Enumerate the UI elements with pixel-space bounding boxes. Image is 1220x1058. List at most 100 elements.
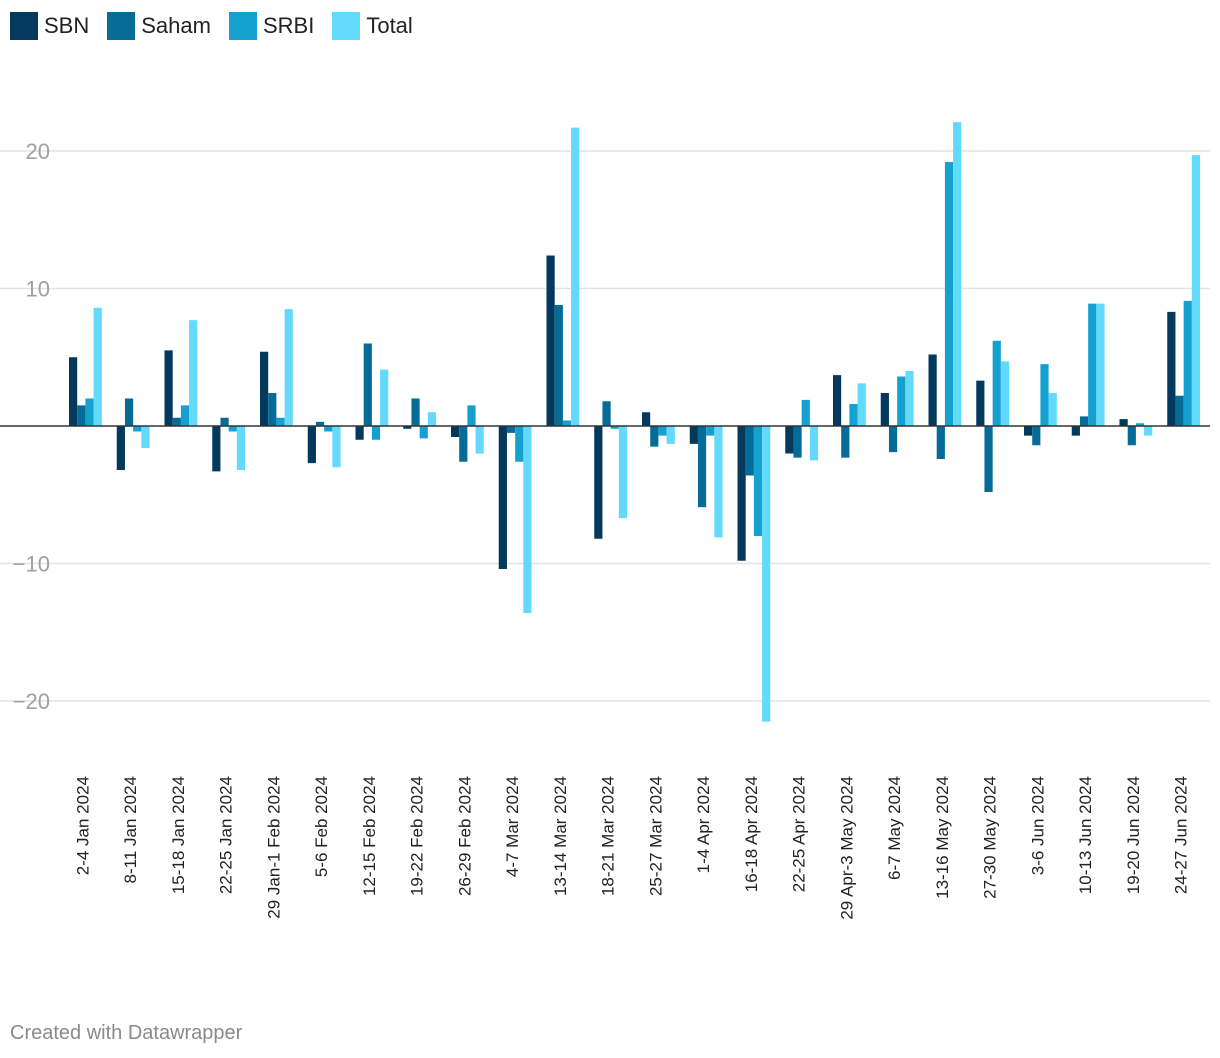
bar-total-0 bbox=[93, 307, 102, 426]
bar-total-19 bbox=[1000, 361, 1010, 427]
bar-srbi-0 bbox=[85, 398, 94, 426]
bar-sbn-17 bbox=[880, 393, 889, 426]
bar-total-17 bbox=[905, 371, 914, 426]
bar-sbn-18 bbox=[928, 354, 937, 426]
bar-sbn-21 bbox=[1071, 426, 1080, 436]
bar-sbn-22 bbox=[1119, 419, 1128, 427]
legend-item-srbi: SRBI bbox=[228, 12, 315, 40]
bar-srbi-10 bbox=[562, 420, 572, 426]
bar-saham-21 bbox=[1079, 416, 1089, 427]
bar-srbi-12 bbox=[658, 426, 667, 436]
bar-saham-6 bbox=[363, 343, 372, 426]
bar-saham-3 bbox=[220, 417, 229, 426]
x-tick-label: 13-14 Mar 2024 bbox=[551, 776, 570, 896]
x-tick-label: 27-30 May 2024 bbox=[981, 776, 1000, 899]
bar-srbi-23 bbox=[1183, 300, 1192, 427]
x-tick-label: 3-6 Jun 2024 bbox=[1028, 776, 1047, 875]
x-tick-label: 2-4 Jan 2024 bbox=[73, 776, 92, 875]
x-tick-label: 10-13 Jun 2024 bbox=[1076, 776, 1095, 894]
x-tick-label: 19-20 Jun 2024 bbox=[1124, 776, 1143, 894]
x-tick-label: 22-25 Jan 2024 bbox=[217, 776, 236, 894]
bar-sbn-1 bbox=[116, 426, 125, 470]
bar-saham-9 bbox=[506, 426, 516, 433]
bar-saham-10 bbox=[554, 305, 563, 426]
bar-total-4 bbox=[284, 309, 293, 427]
legend: SBN Saham SRBI Total bbox=[10, 12, 431, 40]
x-tick-label: 18-21 Mar 2024 bbox=[599, 776, 618, 896]
bar-sbn-14 bbox=[737, 426, 746, 561]
x-tick-label: 26-29 Feb 2024 bbox=[455, 776, 474, 896]
bar-saham-22 bbox=[1127, 426, 1136, 446]
bar-sbn-19 bbox=[976, 380, 985, 427]
x-axis-labels: 2-4 Jan 2024 8-11 Jan 2024 15-18 Jan 2024 2… bbox=[73, 776, 1190, 920]
bar-sbn-9 bbox=[498, 426, 507, 569]
bar-saham-13 bbox=[697, 426, 707, 508]
bar-saham-20 bbox=[1032, 426, 1041, 446]
legend-label-srbi: SRBI bbox=[262, 13, 315, 38]
x-tick-label: 24-27 Jun 2024 bbox=[1172, 776, 1191, 894]
bar-saham-1 bbox=[124, 398, 134, 426]
bar-total-10 bbox=[571, 127, 580, 427]
bar-total-2 bbox=[189, 320, 198, 427]
x-tick-label: 4-7 Mar 2024 bbox=[503, 776, 522, 877]
bar-srbi-3 bbox=[228, 426, 237, 432]
bar-srbi-8 bbox=[467, 405, 476, 427]
bar-total-22 bbox=[1144, 426, 1153, 436]
bar-srbi-11 bbox=[610, 426, 619, 429]
legend-swatch-total bbox=[332, 12, 361, 40]
bar-srbi-14 bbox=[753, 426, 763, 536]
x-tick-label: 8-11 Jan 2024 bbox=[121, 776, 140, 883]
bar-sbn-0 bbox=[69, 357, 78, 426]
bar-total-12 bbox=[666, 426, 675, 444]
x-tick-label: 6-7 May 2024 bbox=[885, 776, 904, 880]
x-tick-label: 22-25 Apr 2024 bbox=[790, 776, 809, 892]
bar-total-6 bbox=[380, 369, 389, 427]
x-tick-label: 1-4 Apr 2024 bbox=[694, 776, 713, 873]
bar-sbn-7 bbox=[403, 426, 412, 429]
bar-srbi-20 bbox=[1040, 364, 1049, 427]
x-tick-label: 15-18 Jan 2024 bbox=[169, 776, 188, 894]
credit-text: Created with Datawrapper bbox=[10, 1022, 243, 1044]
x-tick-label: 29 Jan-1 Feb 2024 bbox=[264, 776, 283, 919]
x-tick-label: 13-16 May 2024 bbox=[933, 776, 952, 899]
bar-srbi-16 bbox=[849, 404, 858, 426]
bar-sbn-10 bbox=[546, 255, 555, 426]
bar-chart: 20 10 −10 −20 2-4 Jan 2024 8-11 Jan 2024 15-1… bbox=[0, 122, 1210, 920]
bar-srbi-15 bbox=[801, 399, 810, 427]
bar-sbn-6 bbox=[355, 426, 364, 440]
x-tick-label: 25-27 Mar 2024 bbox=[646, 776, 665, 896]
bar-sbn-13 bbox=[689, 426, 698, 444]
bar-saham-17 bbox=[888, 426, 898, 453]
bar-srbi-21 bbox=[1088, 303, 1097, 427]
legend-swatch-sbn bbox=[10, 12, 38, 40]
bar-saham-2 bbox=[172, 417, 181, 426]
bar-srbi-19 bbox=[992, 340, 1001, 426]
y-tick-label: −20 bbox=[13, 689, 50, 714]
x-tick-label: 19-22 Feb 2024 bbox=[408, 776, 427, 896]
x-tick-label: 5-6 Feb 2024 bbox=[312, 776, 331, 877]
bar-total-11 bbox=[618, 426, 628, 519]
bar-srbi-22 bbox=[1135, 423, 1145, 426]
bar-sbn-20 bbox=[1024, 426, 1033, 436]
y-tick-label: −10 bbox=[13, 552, 50, 577]
bar-saham-4 bbox=[268, 393, 277, 426]
bar-saham-18 bbox=[936, 426, 945, 459]
bar-sbn-2 bbox=[164, 350, 173, 427]
bar-total-7 bbox=[427, 412, 437, 426]
legend-label-total: Total bbox=[366, 13, 413, 38]
bar-saham-12 bbox=[650, 426, 659, 447]
bar-srbi-13 bbox=[706, 426, 715, 436]
legend-label-sbn: SBN bbox=[44, 13, 90, 38]
bar-total-13 bbox=[714, 426, 723, 538]
bar-total-15 bbox=[809, 426, 819, 461]
x-tick-label: 12-15 Feb 2024 bbox=[360, 776, 379, 896]
bar-total-3 bbox=[236, 426, 246, 470]
y-axis-ticks: 20 10 −10 −20 bbox=[13, 139, 50, 714]
bar-srbi-18 bbox=[944, 162, 954, 426]
bar-total-16 bbox=[857, 383, 866, 427]
bar-sbn-8 bbox=[451, 426, 460, 437]
bar-total-9 bbox=[523, 426, 532, 613]
bar-sbn-4 bbox=[260, 351, 269, 426]
bar-saham-19 bbox=[984, 426, 993, 492]
bar-srbi-1 bbox=[133, 426, 142, 432]
